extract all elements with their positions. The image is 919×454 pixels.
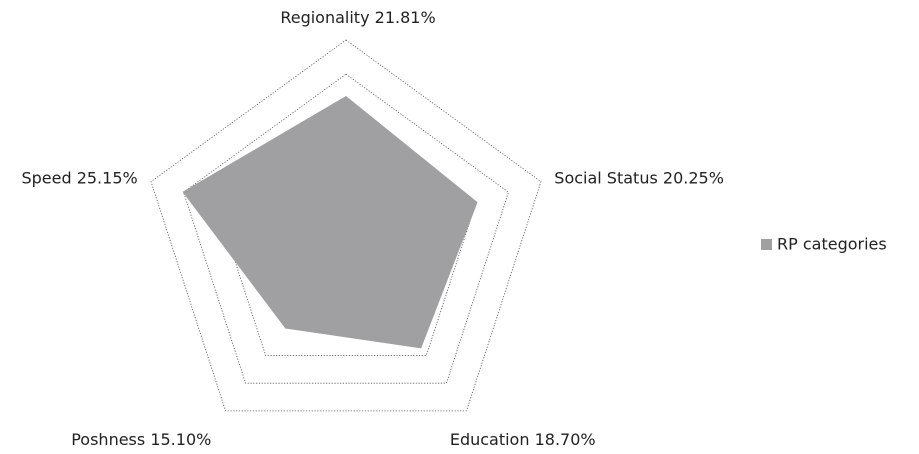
value-label: 21.81% bbox=[375, 8, 436, 27]
category-label: Social Status bbox=[554, 168, 658, 187]
axis-label: Education 18.70% bbox=[450, 430, 596, 449]
axis-label: Regionality 21.81% bbox=[280, 8, 435, 27]
category-label: Regionality bbox=[280, 8, 369, 27]
axis-label: Speed 25.15% bbox=[21, 168, 137, 187]
legend-swatch bbox=[761, 239, 772, 250]
category-label: Poshness bbox=[71, 430, 145, 449]
legend-label: RP categories bbox=[777, 235, 887, 254]
value-label: 20.25% bbox=[663, 168, 724, 187]
value-label: 18.70% bbox=[535, 430, 596, 449]
radar-area bbox=[182, 95, 478, 349]
axis-label: Poshness 15.10% bbox=[71, 430, 211, 449]
axis-label: Social Status 20.25% bbox=[554, 168, 724, 187]
grid-ring bbox=[183, 73, 509, 384]
value-label: 15.10% bbox=[150, 430, 211, 449]
value-label: 25.15% bbox=[77, 168, 138, 187]
grid-ring bbox=[150, 39, 542, 412]
category-label: Speed bbox=[21, 168, 71, 187]
category-label: Education bbox=[450, 430, 530, 449]
